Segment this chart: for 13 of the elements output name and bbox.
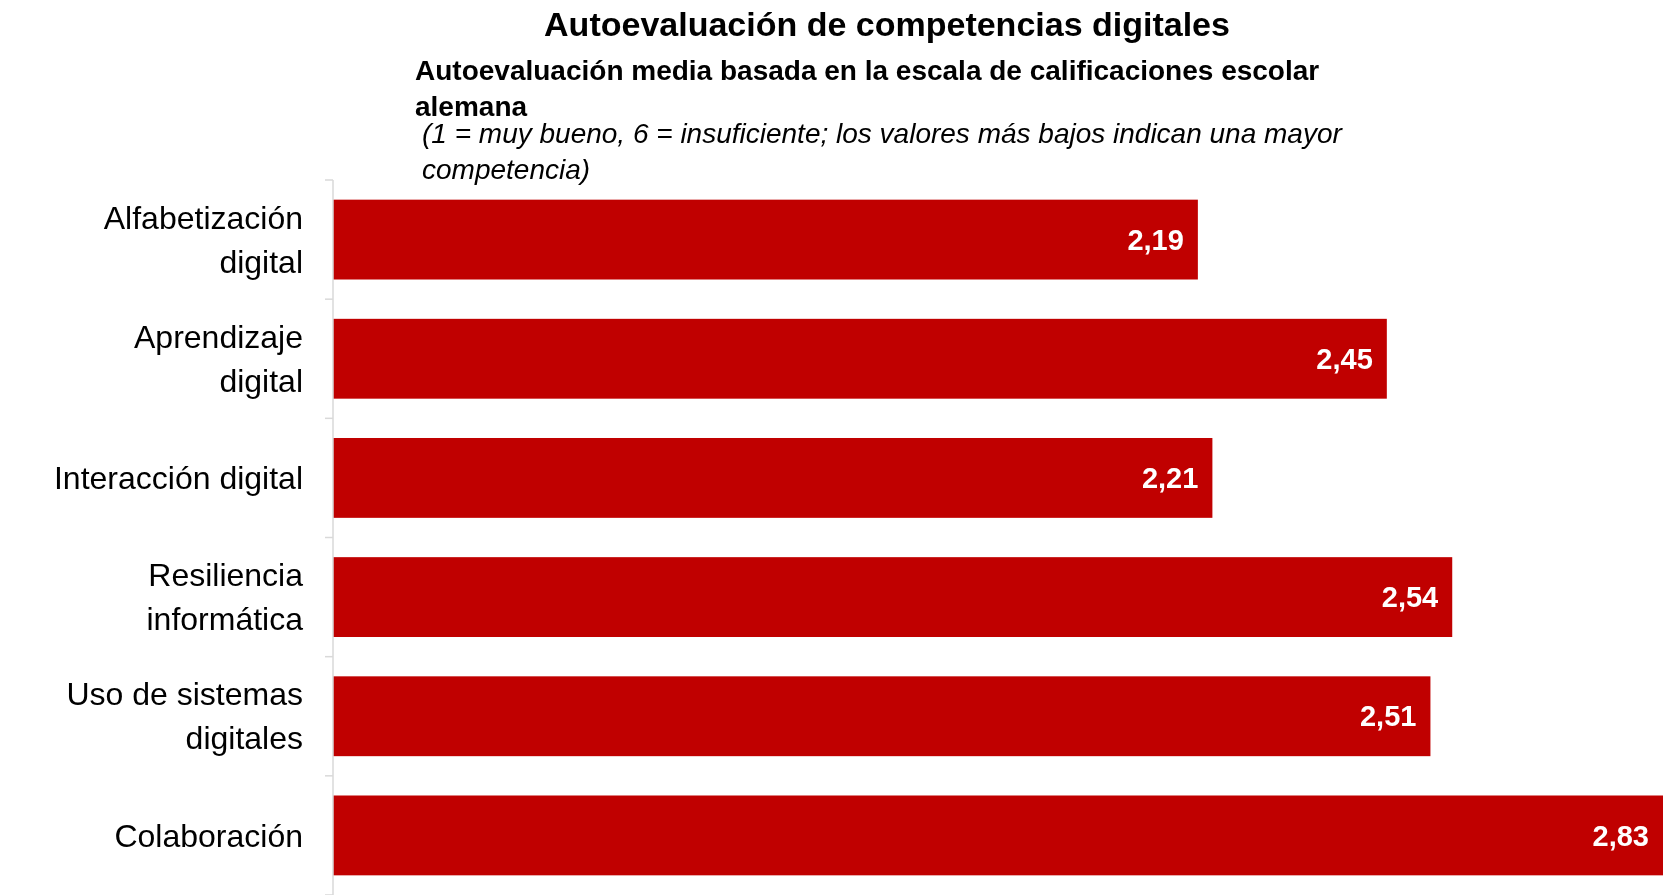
data-label: 2,21 <box>1141 462 1199 495</box>
data-label: 2,45 <box>1316 342 1373 375</box>
y-tick-label: Aprendizaje digital <box>134 318 303 399</box>
y-tick-label: Resiliencia informática <box>146 557 304 638</box>
chart-title: Autoevaluación de competencias digitales <box>544 5 1230 43</box>
data-label: 2,54 <box>1381 581 1439 614</box>
y-tick-label: Uso de sistemas digitales <box>66 676 303 757</box>
y-tick-label: Interacción digital <box>53 460 303 497</box>
y-tick-label: Alfabetización digital <box>103 199 303 280</box>
data-label: 2,83 <box>1592 819 1649 852</box>
y-tick-label: Colaboración <box>114 817 303 854</box>
data-label: 2,51 <box>1359 700 1417 733</box>
data-label: 2,19 <box>1127 223 1184 256</box>
